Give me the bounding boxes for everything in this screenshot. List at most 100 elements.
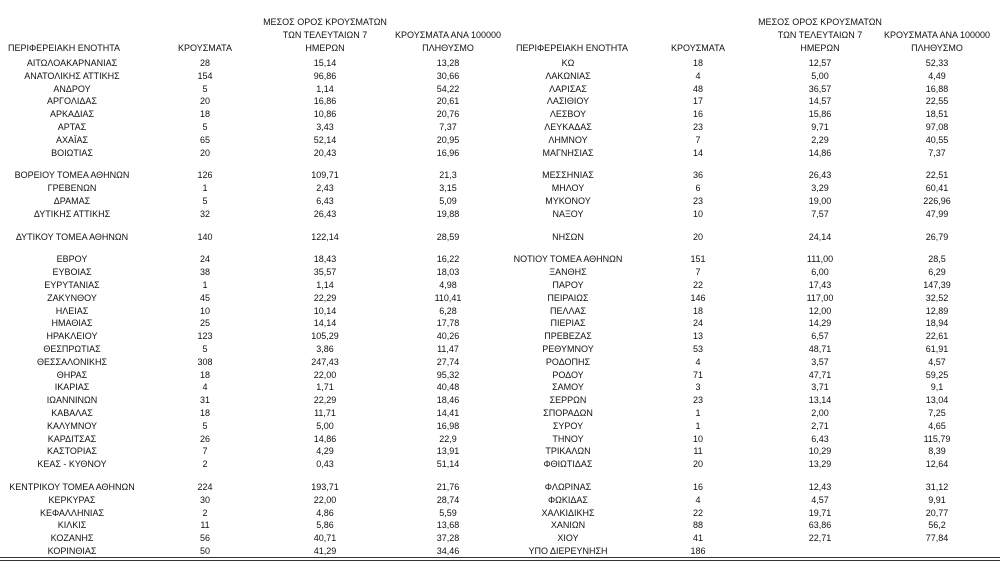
- seven-day-average: 52,14: [313, 134, 337, 145]
- cases-per-100k: 4,98: [439, 280, 457, 290]
- region-name: ΛΗΜΝΟΥ: [548, 134, 588, 145]
- seven-day-average: 6,57: [811, 331, 829, 342]
- cases-per-100k: 17,78: [436, 318, 460, 329]
- cases-per-100k: 60,41: [925, 183, 949, 194]
- cases-per-100k: 9,91: [928, 494, 946, 505]
- cases: 20: [692, 231, 703, 242]
- cases-per-100k: 21,3: [439, 170, 457, 181]
- region-name: ΔΥΤΙΚΟΥ ΤΟΜΕΑ ΑΘΗΝΩΝ: [15, 231, 129, 242]
- cases: 1: [202, 183, 208, 194]
- region-name: ΔΥΤΙΚΗΣ ΑΤΤΙΚΗΣ: [33, 208, 111, 219]
- region-name: ΚΑΛΥΜΝΟΥ: [46, 420, 98, 431]
- cases-per-100k: 20,61: [436, 96, 460, 107]
- cases: 5: [202, 196, 208, 206]
- cases-per-100k: 59,25: [925, 369, 949, 380]
- cases: 26: [199, 433, 210, 444]
- cases-per-100k: 18,03: [436, 267, 460, 278]
- cases-per-100k: 31,12: [925, 482, 949, 492]
- seven-day-average: 122,14: [311, 231, 339, 242]
- cases-per-100k: 16,96: [436, 147, 460, 158]
- seven-day-average: 4,86: [316, 507, 334, 518]
- cases-per-100k: 3,15: [439, 183, 457, 194]
- cases: 4: [695, 70, 701, 81]
- column-header: ΚΡΟΥΣΜΑΤΑ ΑΝΑ 100000 ΠΛΗΘΥΣΜΟ: [395, 30, 501, 53]
- cases-per-100k: 22,55: [925, 96, 949, 107]
- region-name: ΓΡΕΒΕΝΩΝ: [47, 183, 97, 194]
- region-name: ΣΕΡΡΩΝ: [549, 395, 587, 406]
- seven-day-average: 22,00: [313, 369, 337, 380]
- cases-per-100k: 77,84: [925, 533, 949, 544]
- cases: 38: [199, 267, 210, 278]
- cases-per-100k: 19,88: [436, 208, 460, 219]
- cases: 23: [692, 196, 703, 206]
- cases: 3: [695, 382, 701, 393]
- cases: 65: [199, 134, 210, 145]
- seven-day-average: 63,86: [808, 520, 832, 531]
- region-name: ΚΕΡΚΥΡΑΣ: [48, 494, 96, 505]
- seven-day-average: 17,43: [808, 280, 832, 290]
- region-name: ΠΡΕΒΕΖΑΣ: [544, 331, 592, 342]
- seven-day-average: 6,43: [316, 196, 334, 206]
- column-header: ΠΕΡΙΦΕΡΕΙΑΚΗ ΕΝΟΤΗΤΑ: [8, 43, 121, 53]
- seven-day-average: 0,43: [316, 459, 334, 470]
- cases: 140: [197, 231, 213, 242]
- region-name: ΧΑΛΚΙΔΙΚΗΣ: [541, 507, 595, 518]
- cases: 2: [202, 507, 208, 518]
- bottom-rule: [0, 557, 1000, 558]
- region-name: ΣΥΡΟΥ: [552, 420, 584, 431]
- cases-per-100k: 27,74: [436, 356, 460, 367]
- seven-day-average: 9,71: [811, 122, 829, 132]
- seven-day-average: 41,29: [313, 546, 337, 556]
- cases: 6: [695, 183, 701, 194]
- cases-per-100k: 7,37: [439, 122, 457, 132]
- cases-per-100k: 4,65: [928, 420, 946, 431]
- cases: 23: [692, 395, 703, 406]
- seven-day-average: 5,00: [811, 70, 829, 81]
- seven-day-average: 26,43: [313, 208, 337, 219]
- cases: 24: [692, 318, 703, 329]
- cases-per-100k: 7,37: [928, 147, 946, 158]
- cases-per-100k: 61,91: [925, 344, 949, 354]
- cases-per-100k: 16,98: [436, 420, 460, 431]
- cases: 32: [199, 208, 210, 219]
- cases-per-100k: 226,96: [923, 196, 951, 206]
- cases-per-100k: 4,49: [928, 70, 946, 81]
- cases-per-100k: 28,74: [436, 494, 460, 505]
- cases: 31: [199, 395, 210, 406]
- cases: 11: [693, 446, 703, 457]
- region-name: ΑΡΚΑΔΙΑΣ: [49, 109, 95, 120]
- cases: 14: [692, 147, 703, 158]
- seven-day-average: 15,86: [808, 109, 832, 120]
- seven-day-average: 3,71: [811, 382, 829, 393]
- cases: 17: [692, 96, 703, 107]
- seven-day-average: 1,71: [316, 382, 334, 393]
- cases-per-100k: 6,28: [439, 305, 457, 316]
- cases-per-100k: 51,14: [436, 459, 460, 470]
- cases: 186: [690, 546, 706, 556]
- seven-day-average: 16,86: [313, 96, 337, 107]
- seven-day-average: 22,00: [313, 494, 337, 505]
- region-name: ΚΟΡΙΝΘΙΑΣ: [47, 546, 97, 556]
- cases: 7: [202, 446, 208, 457]
- seven-day-average: 48,71: [808, 344, 832, 354]
- region-name: ΑΧΑΪΑΣ: [55, 134, 89, 145]
- seven-day-average: 19,00: [808, 196, 832, 206]
- cases-per-100k: 16,88: [925, 83, 949, 94]
- cases-per-100k: 30,66: [436, 70, 460, 81]
- seven-day-average: 2,00: [811, 408, 829, 418]
- seven-day-average: 6,43: [811, 433, 829, 444]
- cases-per-100k: 13,68: [436, 520, 460, 531]
- seven-day-average: 14,86: [808, 147, 832, 158]
- seven-day-average: 5,86: [316, 520, 334, 531]
- seven-day-average: 3,57: [811, 356, 829, 367]
- cases-per-100k: 8,39: [928, 446, 946, 457]
- cases: 10: [692, 433, 703, 444]
- region-name: ΗΡΑΚΛΕΙΟΥ: [46, 331, 98, 342]
- cases-per-100k: 13,28: [436, 58, 460, 68]
- seven-day-average: 36,57: [808, 83, 832, 94]
- region-name: ΦΛΩΡΙΝΑΣ: [544, 482, 592, 492]
- cases-per-100k: 115,79: [923, 433, 951, 444]
- seven-day-average: 47,71: [808, 369, 832, 380]
- region-name: ΠΕΙΡΑΙΩΣ: [547, 292, 589, 303]
